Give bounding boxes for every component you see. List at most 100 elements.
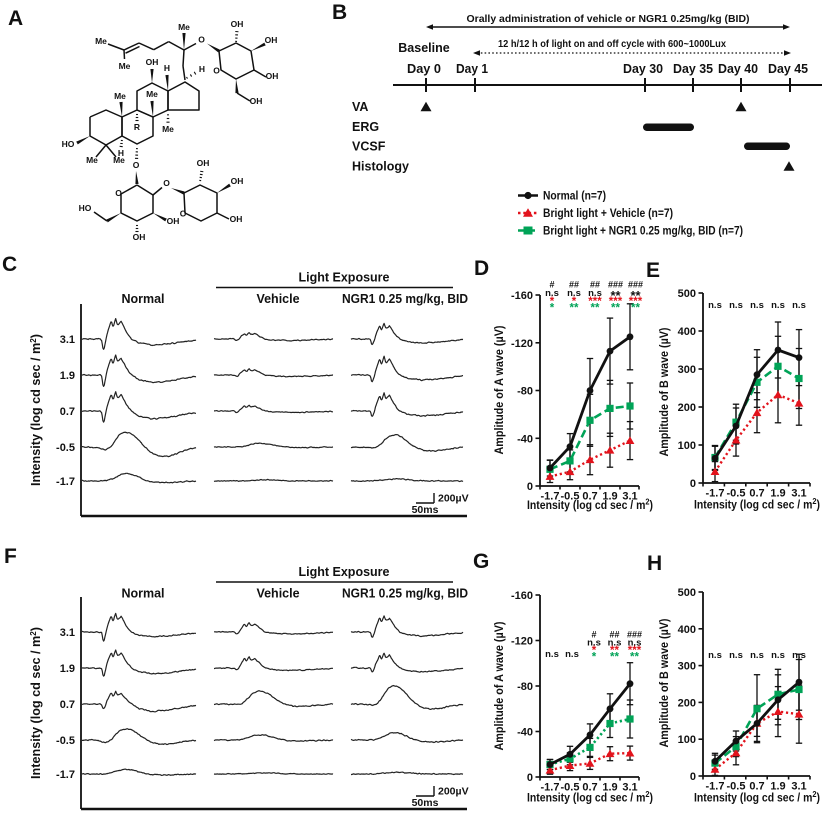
svg-text:0: 0: [527, 481, 533, 493]
svg-text:n.s: n.s: [771, 650, 785, 661]
svg-text:NGR1 0.25 mg/kg, BID: NGR1 0.25 mg/kg, BID: [342, 587, 468, 601]
svg-text:-0.5: -0.5: [56, 735, 75, 747]
svg-text:Orally administration of vehic: Orally administration of vehicle or NGR1…: [467, 13, 750, 25]
svg-text:HO: HO: [79, 203, 92, 213]
svg-text:Intensity (log cd sec / m2): Intensity (log cd sec / m2): [29, 627, 43, 779]
svg-text:-160: -160: [511, 590, 533, 602]
svg-text:-0.5: -0.5: [56, 442, 75, 454]
svg-text:ERG: ERG: [352, 120, 379, 134]
svg-text:H: H: [199, 64, 205, 74]
svg-text:O: O: [133, 160, 140, 170]
svg-text:n.s: n.s: [729, 300, 743, 311]
svg-text:**: **: [631, 303, 640, 315]
svg-text:C: C: [2, 253, 17, 276]
svg-text:300: 300: [678, 364, 696, 376]
svg-text:**: **: [630, 652, 639, 664]
svg-text:VA: VA: [352, 100, 368, 114]
svg-text:Histology: Histology: [352, 160, 409, 174]
svg-text:**: **: [610, 652, 619, 664]
svg-text:OH: OH: [133, 232, 146, 242]
svg-text:Normal: Normal: [121, 292, 164, 306]
svg-text:O: O: [213, 66, 220, 76]
svg-text:OH: OH: [230, 214, 243, 224]
svg-text:Light Exposure: Light Exposure: [299, 271, 390, 285]
svg-text:R: R: [134, 122, 140, 132]
svg-text:-1.7: -1.7: [56, 476, 75, 488]
svg-text:n.s: n.s: [792, 300, 806, 311]
svg-text:OH: OH: [265, 35, 278, 45]
svg-text:H: H: [647, 552, 662, 575]
svg-text:NGR1 0.25 mg/kg, BID: NGR1 0.25 mg/kg, BID: [342, 292, 468, 306]
svg-text:Baseline: Baseline: [398, 41, 449, 55]
svg-text:n.s: n.s: [708, 300, 722, 311]
svg-text:Day 30: Day 30: [623, 62, 663, 76]
svg-text:H: H: [118, 148, 124, 158]
svg-text:-80: -80: [517, 386, 533, 398]
svg-text:OH: OH: [250, 96, 263, 106]
svg-text:A: A: [8, 7, 23, 30]
svg-text:B: B: [332, 1, 347, 24]
svg-text:Bright light + Vehicle (n=7): Bright light + Vehicle (n=7): [543, 206, 673, 220]
svg-text:D: D: [474, 257, 489, 280]
svg-text:OH: OH: [266, 71, 279, 81]
svg-text:Me: Me: [119, 61, 131, 71]
svg-text:G: G: [473, 550, 489, 573]
svg-text:H: H: [164, 63, 170, 73]
svg-text:Normal: Normal: [121, 587, 164, 601]
svg-text:Intensity (log cd sec / m2): Intensity (log cd sec / m2): [694, 496, 820, 512]
svg-text:0: 0: [690, 478, 696, 490]
svg-text:Normal (n=7): Normal (n=7): [543, 189, 606, 203]
svg-text:-1.7: -1.7: [56, 769, 75, 781]
svg-text:1.9: 1.9: [60, 663, 75, 675]
svg-text:OH: OH: [146, 57, 159, 67]
svg-text:200: 200: [678, 402, 696, 414]
svg-text:200µV: 200µV: [438, 493, 469, 505]
svg-text:n.s: n.s: [708, 650, 722, 661]
svg-text:F: F: [4, 545, 17, 568]
svg-text:500: 500: [678, 288, 696, 300]
svg-text:0: 0: [527, 772, 533, 784]
svg-text:OH: OH: [197, 158, 210, 168]
svg-text:400: 400: [678, 326, 696, 338]
svg-text:Intensity (log cd sec / m2): Intensity (log cd sec / m2): [527, 497, 653, 513]
svg-text:50ms: 50ms: [412, 797, 439, 809]
svg-text:-40: -40: [517, 433, 533, 445]
svg-text:200: 200: [678, 697, 696, 709]
svg-text:OH: OH: [167, 216, 180, 226]
svg-text:Day 0: Day 0: [407, 62, 441, 76]
svg-text:n.s: n.s: [792, 650, 806, 661]
svg-text:-40: -40: [517, 727, 533, 739]
svg-text:n.s: n.s: [545, 649, 559, 660]
svg-text:Vehicle: Vehicle: [256, 587, 299, 601]
svg-text:OH: OH: [231, 19, 244, 29]
svg-text:**: **: [611, 303, 620, 315]
svg-text:Me: Me: [178, 22, 190, 32]
svg-text:Me: Me: [114, 91, 126, 101]
svg-text:Day 45: Day 45: [768, 62, 808, 76]
svg-text:400: 400: [678, 624, 696, 636]
svg-text:Me: Me: [146, 89, 158, 99]
svg-text:-120: -120: [511, 338, 533, 350]
svg-text:VCSF: VCSF: [352, 140, 386, 154]
svg-text:Me: Me: [95, 36, 107, 46]
svg-text:O: O: [180, 209, 187, 219]
svg-text:**: **: [570, 303, 579, 315]
svg-text:Day 1: Day 1: [456, 62, 488, 76]
svg-text:Bright light + NGR1 0.25 mg/kg: Bright light + NGR1 0.25 mg/kg, BID (n=7…: [543, 224, 743, 238]
svg-text:Amplitude of A wave (µV): Amplitude of A wave (µV): [492, 622, 506, 751]
svg-text:Me: Me: [86, 155, 98, 165]
svg-text:n.s: n.s: [771, 300, 785, 311]
svg-text:OH: OH: [231, 176, 244, 186]
svg-text:Amplitude of B wave (µV): Amplitude of B wave (µV): [657, 328, 671, 457]
svg-text:100: 100: [678, 440, 696, 452]
svg-text:E: E: [646, 259, 660, 282]
svg-text:Intensity (log cd sec / m2): Intensity (log cd sec / m2): [694, 789, 820, 805]
svg-text:*: *: [592, 652, 597, 664]
svg-text:**: **: [591, 303, 600, 315]
svg-text:-80: -80: [517, 681, 533, 693]
svg-text:50ms: 50ms: [412, 504, 439, 516]
svg-text:O: O: [115, 188, 122, 198]
svg-text:500: 500: [678, 587, 696, 599]
svg-text:300: 300: [678, 661, 696, 673]
svg-text:3.1: 3.1: [60, 627, 75, 639]
